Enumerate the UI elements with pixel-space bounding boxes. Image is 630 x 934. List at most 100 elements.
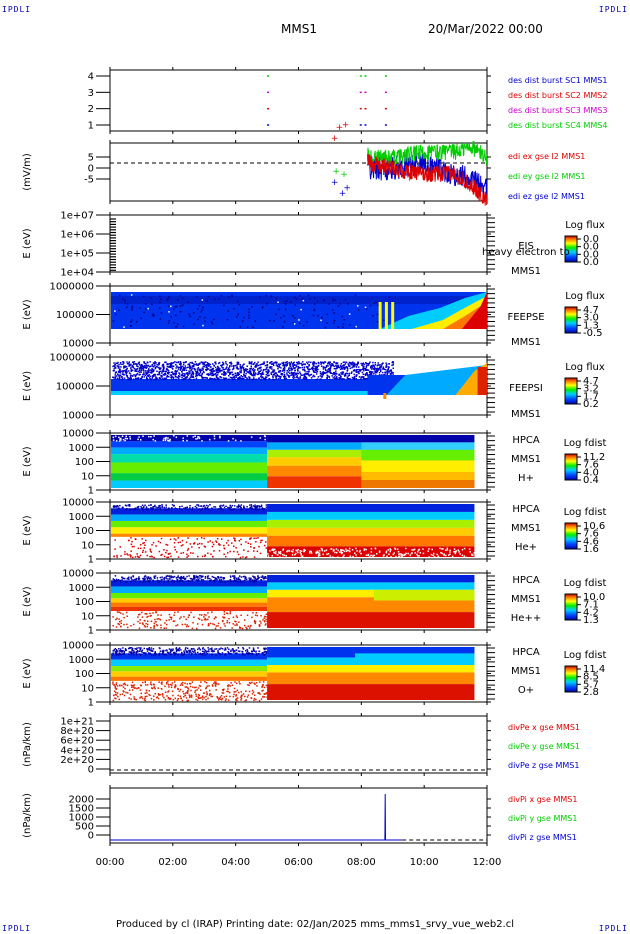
spectrogram-speckle [436,553,438,556]
spectrogram-speckle [246,378,249,380]
spectrogram-speckle [237,313,239,316]
spectrogram-speckle [207,552,209,554]
spectrogram-speckle [256,685,258,687]
spectrogram-speckle [129,556,132,558]
spectrogram-speckle [239,579,242,581]
spectrogram-speckle [158,377,161,380]
spectrogram-speckle [250,363,253,365]
spectrogram-speckle [392,362,395,364]
spectrogram-speckle [355,325,357,328]
colorbar-label: Log fdist [564,578,607,589]
spectrogram-speckle [273,370,276,372]
spectrogram-speckle [222,361,224,364]
spectrogram-speckle [154,651,156,653]
spectrogram-speckle [131,305,134,308]
spectrogram-speckle [333,376,336,378]
spectrogram-speckle [277,363,280,365]
spectrogram-speckle [166,365,169,368]
spectrogram-speckle [208,379,211,381]
colorbar-tick-label: 3.2 [583,384,599,395]
spectrogram-speckle [265,376,268,378]
spectrogram-speckle [298,362,301,365]
spectrogram-speckle [382,555,385,557]
spectrogram-speckle [117,695,119,698]
spectrogram-speckle [334,367,337,370]
spectrogram-speckle [235,698,238,700]
spectrogram-speckle [121,373,124,375]
spectrogram-speckle [189,577,192,580]
spectrogram-speckle [112,320,115,322]
spectrogram-speckle [212,374,215,377]
spectrogram-speckle [186,556,188,558]
spectrogram-speckle [256,373,259,376]
spectrogram-speckle [149,548,151,551]
spectrogram-speckle [198,437,201,440]
spectrogram-speckle [187,616,190,618]
spectrogram-speckle [373,367,376,369]
spectrogram-speckle [237,505,239,507]
spectrogram-speckle [240,371,242,374]
spectrogram-speckle [168,613,171,616]
spectrogram-speckle [223,553,225,555]
spectrogram-speckle [202,648,204,650]
spectrogram-speckle [191,506,194,509]
spectrogram-speckle [234,439,237,442]
spectrogram-speckle [283,554,286,556]
spectrogram-speckle [189,376,192,379]
spectrogram-speckle [213,623,216,626]
spectrogram-speckle [141,622,144,624]
spectrogram-speckle [167,373,170,375]
spectrogram-speckle [317,364,320,367]
spectrogram-speckle [223,506,226,509]
spectrogram-speckle [253,648,255,651]
spectrogram-speckle [333,549,335,552]
spectrogram-speckle [143,372,145,374]
spectrogram-speckle [280,317,282,319]
spectrogram-speckle [229,695,231,698]
spectrogram-speckle [140,377,143,380]
spectrogram-speckle [151,368,154,371]
spectrogram-speckle [182,373,184,375]
spectrogram-speckle [266,361,269,363]
spectrogram-speckle [377,367,379,370]
spectrogram-speckle [344,367,347,369]
spectrogram-speckle [252,612,254,614]
spectrogram-speckle [256,578,259,580]
spectrogram-speckle [118,440,121,442]
spectrogram-speckle [365,378,368,380]
spectrogram-speckle [168,311,170,313]
spectrogram-speckle [276,375,279,377]
spectrogram-speckle [192,372,195,375]
spectrogram-speckle [197,697,200,699]
spectrogram-band [111,435,268,442]
spectrogram-speckle [325,366,328,368]
spectrogram-speckle [170,576,172,579]
spectrogram-speckle [360,552,362,555]
spectrogram-speckle [249,578,252,581]
colorbar-tick-label: 3.0 [583,313,599,324]
spectrogram-speckle [241,376,244,378]
spectrogram-speckle [324,326,327,329]
spectrogram-speckle [241,366,243,368]
spectrogram-speckle [401,555,403,558]
spectrogram-speckle [210,653,213,655]
spectrogram-speckle [116,653,118,656]
spectrogram-speckle [173,620,176,622]
spectrogram-speckle [146,613,148,615]
spectrogram-speckle [161,504,163,506]
spectrogram-speckle [265,692,268,694]
spectrogram-band [361,480,475,488]
spectrogram-speckle [193,542,196,544]
spectrogram-speckle [182,325,185,328]
spectrogram-speckle [196,370,199,372]
spectrogram-speckle [170,305,172,308]
spectrogram-speckle [394,547,396,550]
spectrogram-speckle [384,371,386,374]
spectrogram-speckle [178,649,180,652]
spectrogram-speckle [249,504,251,506]
spectrogram-speckle [286,549,289,552]
spectrogram-speckle [168,553,170,555]
spectrogram-speckle [228,617,230,620]
spectrogram-speckle [186,683,189,685]
spectrogram-speckle [454,551,457,554]
